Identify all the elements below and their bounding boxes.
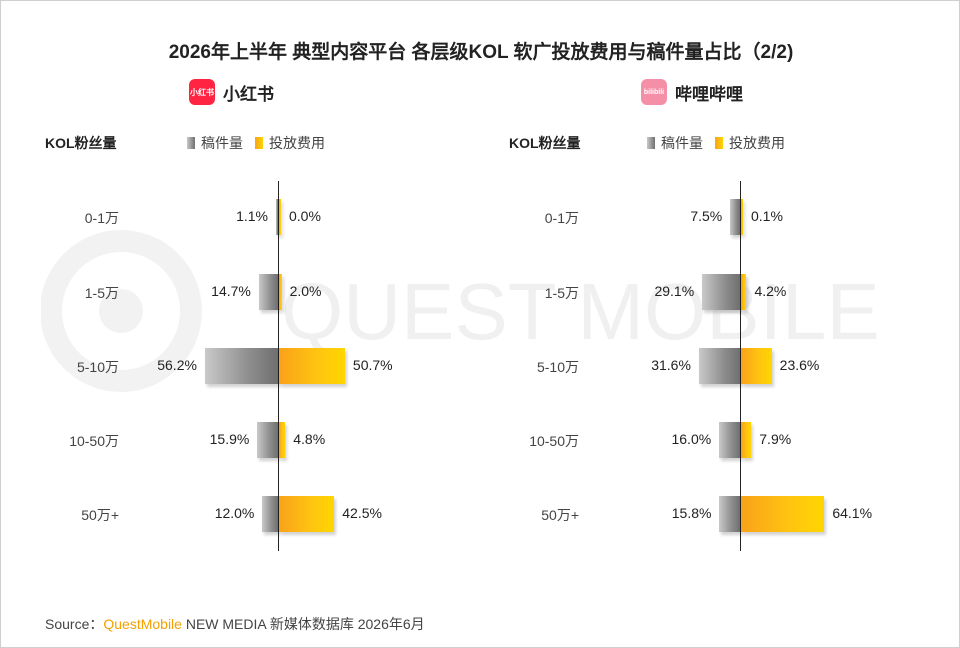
bar-count [702,274,740,310]
chart-title: 2026年上半年 典型内容平台 各层级KOL 软广投放费用与稿件量占比（2/2) [168,42,794,63]
category-label: 10-50万 [69,433,119,449]
legend: 稿件量 投放费用 [647,133,797,153]
data-label-count: 1.1% [236,208,268,224]
data-label-cost: 50.7% [352,357,393,373]
source-note: Source：QuestMobile NEW MEDIA 新媒体数据库 2026… [45,614,425,634]
legend-item-cost: 投放费用 [715,133,785,153]
bar-cost [741,274,747,310]
legend-swatch-cost [255,137,263,149]
source-prefix: Source： [45,616,104,632]
bar-count [698,348,740,384]
data-label-count: 7.5% [690,208,723,224]
bar-cost [279,348,345,384]
data-label-count: 14.7% [211,283,251,299]
data-label-count: 15.9% [209,431,250,447]
bilibili-logo-icon: bilibili [641,79,667,105]
data-label-cost: 42.5% [342,505,382,521]
category-label: 50万+ [81,507,119,523]
category-label: 0-1万 [84,210,119,226]
data-label-cost: 4.8% [293,431,326,447]
legend-label-cost: 投放费用 [269,135,325,151]
bar-count [262,496,278,532]
bar-cost [741,348,772,384]
center-axis [740,181,741,551]
bar-cost [741,199,743,235]
legend-swatch-count [647,137,655,149]
data-label-cost: 2.0% [289,283,322,299]
bar-count [258,274,278,310]
bar-count [730,199,740,235]
platform-header-xhs: 小红书 小红书 [189,79,274,105]
data-label-cost: 4.2% [754,283,787,299]
bar-cost [279,422,286,458]
category-label: 1-5万 [84,285,119,301]
data-label-cost: 64.1% [832,505,873,521]
data-label-count: 12.0% [214,505,255,521]
legend-swatch-cost [715,137,723,149]
category-label: 50万+ [541,507,579,523]
legend-label-count: 稿件量 [661,135,703,151]
legend-swatch-count [187,137,195,149]
bar-cost [279,274,282,310]
data-label-count: 29.1% [654,283,695,299]
legend-item-count: 稿件量 [187,133,243,153]
legend-label-count: 稿件量 [201,135,243,151]
category-label: 5-10万 [76,359,119,375]
category-label: 10-50万 [529,433,579,449]
data-label-count: 31.6% [651,357,691,373]
bar-count [276,199,278,235]
bar-cost [741,422,752,458]
watermark: QUEST MOBILE [41,230,880,392]
legend-item-count: 稿件量 [647,133,703,153]
center-axis [278,181,279,551]
source-text: NEW MEDIA 新媒体数据库 2026年6月 [181,616,425,632]
data-label-cost: 0.1% [751,208,783,224]
svg-text:QUEST MOBILE: QUEST MOBILE [281,267,880,356]
data-label-cost: 7.9% [759,431,792,447]
legend: 稿件量 投放费用 [187,133,337,153]
xiaohongshu-logo-icon: 小红书 [189,79,215,105]
platform-header-bili: bilibili 哔哩哔哩 [641,79,743,105]
category-label: 0-1万 [544,210,579,226]
data-label-count: 56.2% [157,357,197,373]
category-label: 1-5万 [544,285,579,301]
bar-count [204,348,278,384]
bar-count [257,422,278,458]
category-label: 5-10万 [536,359,579,375]
bar-count [719,422,740,458]
data-label-cost: 0.0% [289,208,321,224]
data-label-count: 15.8% [671,505,712,521]
legend-label-cost: 投放费用 [729,135,785,151]
data-label-count: 16.0% [671,431,712,447]
platform-name: 小红书 [223,84,274,104]
bar-cost [279,199,281,235]
data-label-cost: 23.6% [779,357,820,373]
bar-cost [279,496,335,532]
row-header: KOL粉丝量 [45,135,117,151]
platform-name: 哔哩哔哩 [675,84,743,104]
source-brand: QuestMobile [103,616,182,632]
bar-cost [741,496,825,532]
bar-count [719,496,740,532]
legend-item-cost: 投放费用 [255,133,325,153]
row-header: KOL粉丝量 [509,135,581,151]
